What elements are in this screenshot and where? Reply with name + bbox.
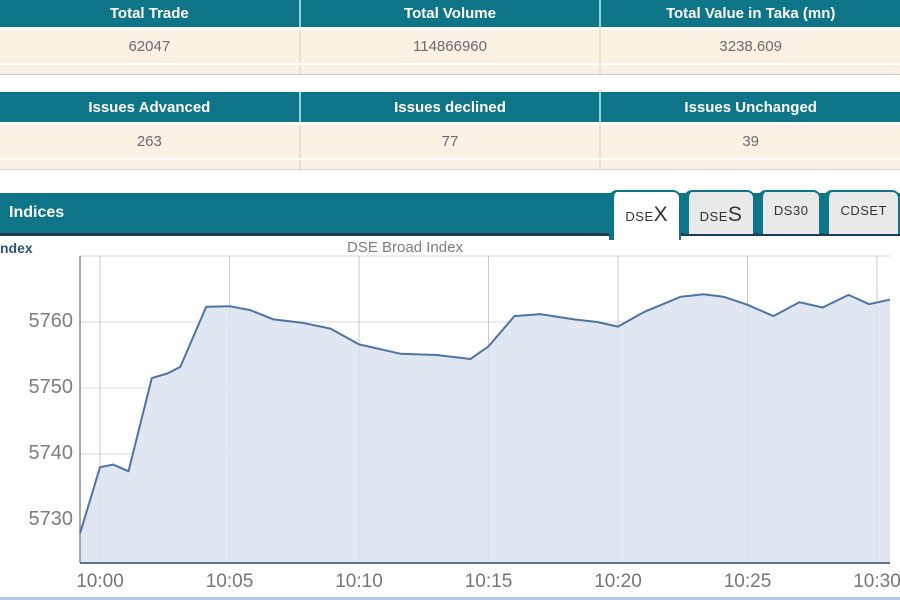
x-axis-tick-label: 10:20 [594,571,642,592]
summary-table: Total Trade Total Volume Total Value in Ta… [0,0,900,75]
summary-table-partial-row [0,65,900,75]
issues-table-value-row: 263 77 39 [0,125,900,158]
tab-label-small: CDSET [840,203,887,218]
issues_table-value-cell: 77 [298,125,600,158]
widget-bottom-border [0,597,900,600]
y-axis-tick-label: 5740 [28,442,74,464]
summary_table-empty-cell [298,65,600,74]
x-axis-tick-label: 10:05 [205,571,254,592]
issues-table-header-row: Issues Advanced Issues declined Issues Unc… [0,92,900,122]
tab-dsex[interactable]: DSE X [609,190,681,240]
x-axis-tick-label: 10:25 [723,571,772,592]
area-fill [80,294,890,563]
issues_table-header-cell: Issues declined [298,92,600,122]
indices-tab-bar: DSE X DSE S DS30 CDSET [609,190,900,240]
x-axis-tick-label: 10:30 [853,571,900,592]
summary_table-empty-cell [599,65,900,74]
summary_table-value-cell: 114866960 [298,30,600,63]
index-line [79,293,891,534]
indices-section-title: Indices [9,204,65,221]
summary_table-header-cell: Total Value in Taka (mn) [599,0,900,27]
issues_table-empty-cell [298,160,600,169]
chart-legend-label-cropped: ndex [0,240,33,256]
summary_table-header-cell: Total Volume [298,0,600,27]
y-axis-tick-label: 5760 [28,310,74,332]
tab-label-small: DS30 [773,203,809,218]
tab-label-small: DSE [625,209,654,224]
tab-label-small: DSE [699,209,728,224]
summary-table-header-row: Total Trade Total Volume Total Value in Ta… [0,0,900,27]
summary-table-value-row: 62047 114866960 3238.609 [0,30,900,63]
y-axis-tick-label: 5730 [28,508,74,530]
x-axis-tick-label: 10:15 [464,571,513,592]
x-axis-tick-label: 10:00 [76,571,124,592]
summary_table-empty-cell [0,65,299,74]
issues_table-empty-cell [0,160,299,169]
summary_table-value-cell: 62047 [128,38,171,55]
issues_table-value-cell: 263 [136,133,162,150]
tab-label-big: S [727,203,742,226]
tab-label-big: X [653,203,668,226]
x-axis-tick-label: 10:10 [335,571,383,592]
tab-dses[interactable]: DSE S [683,190,755,234]
issues-table-partial-row [0,160,900,170]
summary_table-value-cell: 3238.609 [599,30,900,63]
issues_table-header-cell: Issues Unchanged [599,92,900,122]
issues_table-header-cell: Issues Advanced [88,98,211,116]
tab-ds30[interactable]: DS30 [757,190,822,234]
issues_table-value-cell: 39 [599,125,900,158]
tab-cdset[interactable]: CDSET [824,190,900,234]
issues_table-empty-cell [599,160,900,169]
summary_table-header-cell: Total Trade [109,5,189,22]
chart-title: DSE Broad Index [347,239,463,256]
issues-table: Issues Advanced Issues declined Issues Unc… [0,92,900,170]
y-axis-tick-label: 5750 [28,376,74,398]
